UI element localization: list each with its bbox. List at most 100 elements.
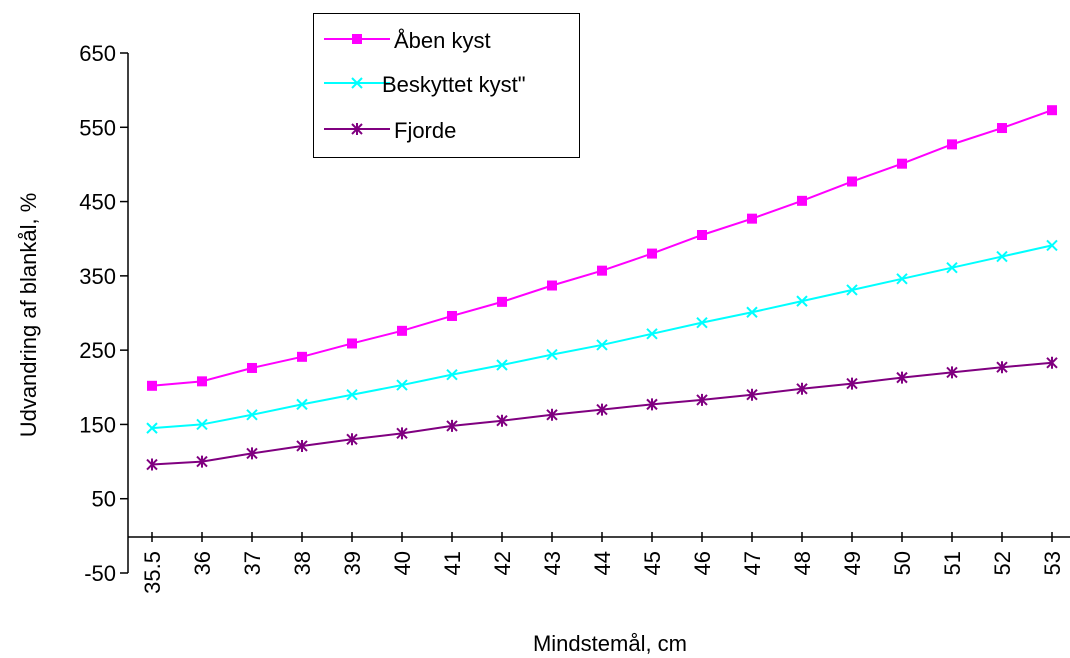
x-tick-label: 52 (990, 551, 1015, 575)
legend-label: Åben kyst (394, 28, 491, 53)
data-point (497, 296, 507, 307)
x-tick-label: 39 (340, 551, 365, 575)
x-tick-label: 36 (190, 551, 215, 575)
legend-marker-x-icon (324, 77, 390, 89)
y-tick-label: 150 (79, 412, 116, 437)
data-point (946, 366, 958, 379)
data-point (1047, 105, 1057, 116)
data-point (847, 176, 857, 187)
y-tick-label: -50 (84, 561, 116, 586)
data-point (746, 306, 758, 318)
y-tick-label: 350 (79, 264, 116, 289)
data-point (496, 359, 508, 371)
legend-label: Beskyttet kyst" (382, 72, 526, 97)
data-point (247, 362, 257, 373)
y-tick-label: 50 (92, 487, 116, 512)
x-tick-label: 35.5 (140, 551, 165, 594)
data-point (496, 414, 508, 427)
data-point (696, 393, 708, 406)
y-tick-label: 250 (79, 338, 116, 363)
data-point (1046, 356, 1058, 369)
data-point (397, 325, 407, 336)
data-point (646, 398, 658, 411)
data-point (897, 158, 907, 169)
data-point (696, 316, 708, 329)
data-point (797, 195, 807, 206)
data-point (346, 389, 358, 401)
x-tick-label: 37 (240, 551, 265, 575)
data-point (996, 361, 1008, 374)
data-point (347, 338, 357, 349)
x-axis-label: Mindstemål, cm (533, 631, 687, 656)
x-tick-label: 46 (690, 551, 715, 575)
data-point (747, 213, 757, 224)
x-tick-label: 51 (940, 551, 965, 575)
data-point (896, 371, 908, 384)
data-point (1046, 239, 1058, 252)
y-tick-label: 650 (79, 41, 116, 66)
x-tick-label: 40 (390, 551, 415, 575)
y-axis-label: Udvandring af blankål, % (16, 193, 41, 438)
x-tick-label: 44 (590, 551, 615, 575)
y-tick-label: 450 (79, 190, 116, 215)
data-point (146, 458, 158, 471)
legend-item-beskyttet-kyst: Beskyttet kyst" (314, 66, 579, 100)
x-tick-label: 41 (440, 551, 465, 575)
data-point (196, 455, 208, 468)
x-axis: 35.5 36 37 38 39 40 41 42 43 44 45 46 47 48 49 50 51 52 53 (128, 532, 1070, 594)
x-tick-label: 43 (540, 551, 565, 575)
y-tick-label: 550 (79, 115, 116, 140)
data-point (597, 265, 607, 276)
data-point (697, 230, 707, 240)
data-point (596, 339, 608, 351)
data-point (446, 368, 458, 381)
x-tick-label: 49 (840, 551, 865, 575)
data-point (196, 418, 208, 431)
x-tick-label: 53 (1040, 551, 1065, 575)
data-point (796, 382, 808, 395)
data-point (646, 328, 658, 340)
series-layer (146, 105, 1058, 471)
legend-item-fjorde: Fjorde (314, 112, 579, 146)
x-tick-label: 38 (290, 551, 315, 575)
legend-item-aaben-kyst: Åben kyst (314, 22, 579, 56)
data-point (146, 422, 158, 434)
x-tick-label: 45 (640, 551, 665, 575)
data-point (846, 377, 858, 390)
data-point (197, 376, 207, 387)
data-point (996, 250, 1008, 263)
data-point (596, 403, 608, 416)
data-point (346, 433, 358, 446)
data-point (296, 439, 308, 452)
data-point (846, 284, 858, 296)
data-point (997, 123, 1007, 134)
data-point (546, 348, 558, 361)
data-point (246, 409, 258, 421)
data-point (447, 310, 457, 321)
y-axis: 650 550 450 350 250 150 50 -50 (79, 41, 129, 586)
data-point (147, 380, 157, 391)
data-point (246, 447, 258, 460)
data-point (896, 273, 908, 285)
x-tick-label: 50 (890, 551, 915, 575)
data-point (396, 427, 408, 440)
data-point (446, 419, 458, 432)
legend: Åben kyst Beskyttet kyst" Fjorde (313, 13, 580, 158)
legend-marker-square-icon (324, 34, 390, 44)
legend-marker-asterisk-icon (324, 123, 390, 135)
data-point (547, 280, 557, 291)
data-point (546, 408, 558, 421)
data-point (297, 351, 307, 362)
data-point (796, 295, 808, 307)
legend-label: Fjorde (394, 118, 457, 143)
data-point (296, 398, 308, 411)
x-tick-label: 42 (490, 551, 515, 575)
data-point (647, 248, 657, 259)
data-point (396, 379, 408, 391)
x-tick-label: 47 (740, 551, 765, 575)
data-point (946, 261, 958, 274)
x-tick-label: 48 (790, 551, 815, 575)
data-point (746, 388, 758, 401)
data-point (947, 139, 957, 150)
